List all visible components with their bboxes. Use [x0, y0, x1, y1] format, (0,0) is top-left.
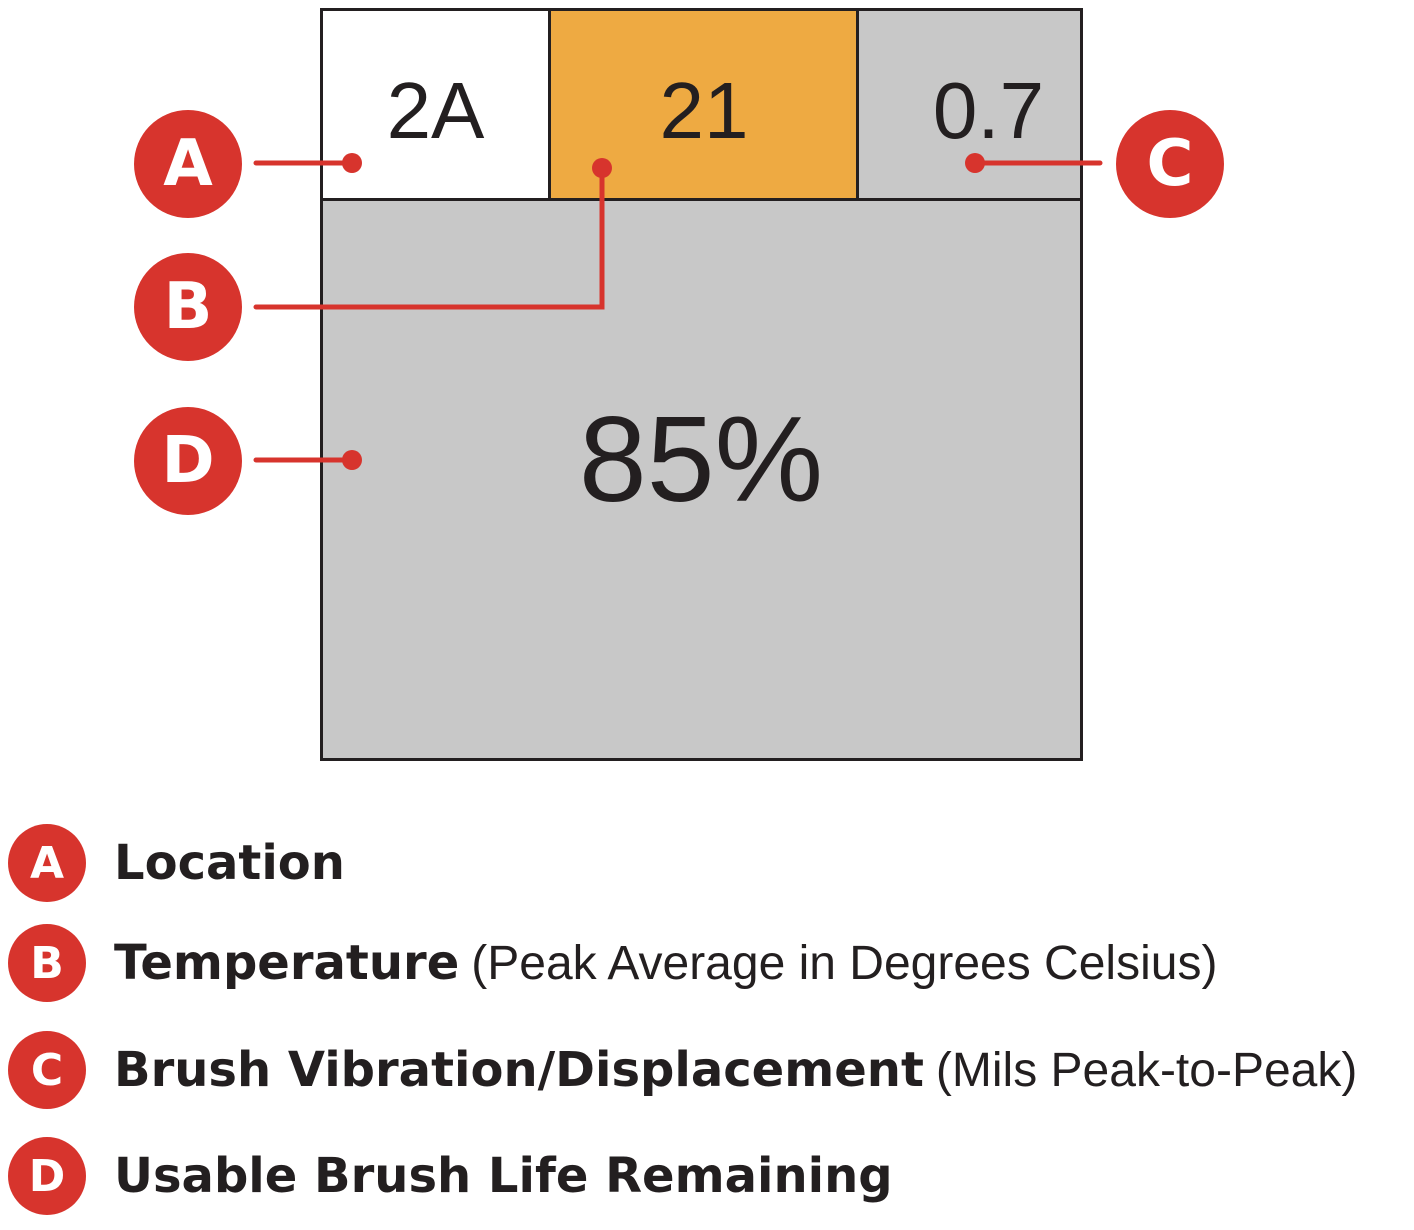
legend-label-brush-life: Usable Brush Life Remaining — [114, 1148, 893, 1204]
legend-badge-c: C — [8, 1031, 86, 1109]
legend-text-a: Location — [114, 835, 345, 891]
legend-badge-a: A — [8, 824, 86, 902]
location-value: 2A — [386, 66, 485, 155]
legend-desc-vibration: (Mils Peak-to-Peak) — [935, 1044, 1358, 1097]
legend-label-vibration: Brush Vibration/Displacement — [114, 1042, 924, 1098]
connector-a-dot — [342, 153, 362, 173]
legend-text-b: Temperature (Peak Average in Degrees Cels… — [114, 935, 1217, 991]
connector-b-dot — [592, 158, 612, 178]
legend-label-location: Location — [114, 835, 345, 891]
callout-connectors — [253, 153, 1103, 470]
legend-item-temperature: B Temperature (Peak Average in Degrees Ce… — [8, 924, 1217, 1002]
legend-item-vibration: C Brush Vibration/Displacement (Mils Peak… — [8, 1031, 1357, 1109]
divider-temp-vibration — [856, 8, 859, 201]
vibration-value: 0.7 — [932, 66, 1045, 155]
divider-location-temp — [548, 8, 551, 201]
temperature-value: 21 — [659, 66, 749, 155]
legend-text-c: Brush Vibration/Displacement (Mils Peak-t… — [114, 1042, 1357, 1098]
connector-d-dot — [342, 450, 362, 470]
legend-desc-temperature: (Peak Average in Degrees Celsius) — [471, 937, 1218, 990]
legend-badge-b: B — [8, 924, 86, 1002]
legend-item-location: A Location — [8, 824, 345, 902]
legend-badge-d: D — [8, 1137, 86, 1215]
callout-a: A — [134, 110, 242, 218]
brush-status-diagram: 2A 21 0.7 85% A B C D — [134, 8, 1224, 761]
legend: A Location B Temperature (Peak Average in… — [0, 800, 1414, 1230]
connector-c-dot — [965, 153, 985, 173]
legend-text-d: Usable Brush Life Remaining — [114, 1148, 893, 1204]
divider-top-row — [320, 198, 1083, 201]
legend-label-temperature: Temperature — [114, 935, 460, 991]
legend-item-brush-life: D Usable Brush Life Remaining — [8, 1137, 893, 1215]
callout-d: D — [134, 407, 242, 515]
brush-life-value: 85% — [578, 391, 824, 527]
connector-b — [253, 165, 605, 310]
callout-b: B — [134, 253, 242, 361]
callout-c: C — [1116, 110, 1224, 218]
brush-life-cell: 85% — [321, 200, 1081, 759]
